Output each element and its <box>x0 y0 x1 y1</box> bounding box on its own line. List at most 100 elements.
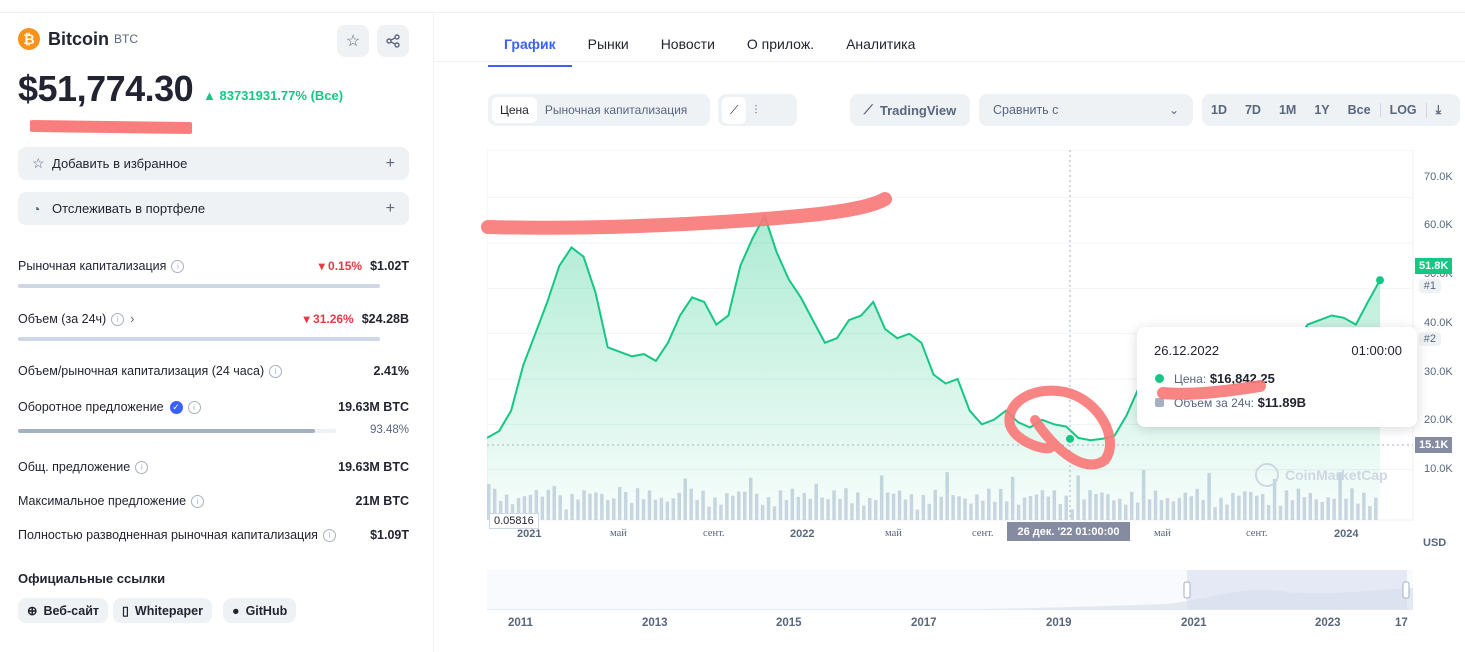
track-portfolio-button[interactable]: ◔ Отслеживать в портфеле + <box>18 192 409 225</box>
navigator-year: 2019 <box>1046 617 1072 629</box>
red-scribble-circle <box>1004 385 1115 470</box>
github-label: GitHub <box>245 603 288 618</box>
vol-mcap-label: Объем/рыночная капитализация (24 часа) <box>18 364 265 378</box>
market-cap-label: Рыночная капитализация <box>18 259 167 273</box>
tooltip-price-label: Цена: <box>1174 372 1207 386</box>
range-1m[interactable]: 1M <box>1278 103 1297 117</box>
website-link[interactable]: ⊕ Веб-сайт <box>18 598 109 623</box>
red-scribble-tooltip <box>1157 380 1266 400</box>
info-icon[interactable]: i <box>111 312 125 326</box>
total-supply-value: 19.63M BTC <box>338 460 409 474</box>
range-1d[interactable]: 1D <box>1211 103 1227 117</box>
current-price-badge: 51.8K <box>1415 258 1453 274</box>
circulating-label: Оборотное предложение <box>18 400 164 414</box>
share-button[interactable] <box>377 25 409 57</box>
navigator-right-handle[interactable] <box>1402 581 1410 599</box>
portfolio-label: Отслеживать в портфеле <box>52 201 206 216</box>
tradingview-button[interactable]: ⟋ TradingView <box>850 94 970 126</box>
total-supply-row: Общ. предложение i 19.63M BTC <box>18 460 409 474</box>
navigator-selection[interactable] <box>1187 570 1407 610</box>
max-supply-row: Максимальное предложение i 21M BTC <box>18 494 409 508</box>
range-7d[interactable]: 7D <box>1244 103 1261 117</box>
market-cap-bar <box>18 284 380 288</box>
candlestick-icon[interactable]: ⫶ <box>754 102 758 117</box>
compare-placeholder: Сравнить с <box>993 103 1059 117</box>
navigator-mini-chart <box>487 570 1413 610</box>
volume-change-value: 31.26% <box>313 312 354 326</box>
volume-change: ▾ 31.26% <box>303 312 354 326</box>
website-label: Веб-сайт <box>43 603 100 618</box>
range-all[interactable]: Все <box>1347 103 1371 117</box>
official-links-title: Официальные ссылки <box>18 571 166 586</box>
tab-about[interactable]: О прилож. <box>746 36 815 52</box>
share-icon <box>386 34 400 48</box>
price-dot-icon <box>1155 374 1164 383</box>
add-to-watchlist-button[interactable]: ☆ Добавить в избранное + <box>18 147 409 180</box>
market-cap-toggle[interactable]: Рыночная капитализация <box>544 103 688 117</box>
y-tick: 60.0K <box>1424 219 1453 231</box>
info-icon[interactable]: i <box>171 259 185 273</box>
info-icon[interactable]: i <box>187 400 201 414</box>
info-icon[interactable]: i <box>191 494 205 508</box>
navigator-left-handle[interactable] <box>1183 581 1191 599</box>
tradingview-label: TradingView <box>879 102 957 118</box>
tab-chart[interactable]: График <box>488 28 572 67</box>
chart-tooltip: 26.12.2022 01:00:00 Цена: $16,842.25 Объ… <box>1137 327 1417 427</box>
navigator-year: 17 <box>1395 617 1408 629</box>
price-change-value: 83731931.77% (Все) <box>219 88 344 103</box>
x-tick: май <box>1154 528 1171 539</box>
circulating-value: 19.63M BTC <box>338 400 409 414</box>
volume-value: $24.28B <box>361 312 409 326</box>
market-cap-rank: #1 <box>1418 279 1441 293</box>
chevron-right-icon[interactable]: › <box>130 312 135 326</box>
tooltip-date: 26.12.2022 <box>1154 343 1220 358</box>
currency-label: USD <box>1423 537 1447 549</box>
star-button[interactable]: ☆ <box>337 25 369 57</box>
x-tick: 2022 <box>790 528 815 540</box>
range-log[interactable]: LOG <box>1379 103 1426 117</box>
compare-select[interactable]: Сравнить с ⌄ <box>979 94 1193 126</box>
github-icon: ● <box>232 603 240 618</box>
navigator-year: 2023 <box>1315 617 1341 629</box>
bitcoin-logo-icon: ₿ <box>18 28 40 50</box>
coin-name: Bitcoin <box>48 28 109 49</box>
y-tick: 70.0K <box>1424 171 1453 183</box>
watermark-text: CoinMarketCap <box>1285 467 1388 483</box>
document-icon: ▯ <box>122 604 129 618</box>
price-toggle[interactable]: Цена <box>492 97 537 123</box>
whitepaper-link[interactable]: ▯ Whitepaper <box>113 598 212 623</box>
x-tick: сент. <box>703 528 725 539</box>
tab-news[interactable]: Новости <box>660 36 715 52</box>
volume-bar <box>18 337 380 341</box>
cmc-logo-icon <box>1255 463 1279 487</box>
tooltip-volume-label: Объем за 24ч: <box>1174 396 1255 410</box>
cursor-date-label: 26 дек. '22 01:00:00 <box>1007 522 1130 541</box>
coin-price: $51,774.30 <box>18 68 194 109</box>
tab-markets[interactable]: Рынки <box>587 36 629 52</box>
x-tick: 2024 <box>1334 528 1359 540</box>
market-cap-change-value: 0.15% <box>328 259 363 273</box>
max-supply-value: 21M BTC <box>355 494 409 508</box>
tooltip-volume-value: $11.89B <box>1257 395 1307 410</box>
cursor-price-badge: 15.1K <box>1415 437 1453 453</box>
circulating-percent: 93.48% <box>370 424 410 436</box>
tab-analytics[interactable]: Аналитика <box>846 36 916 52</box>
coin-header: ₿ Bitcoin BTC <box>18 28 138 50</box>
red-scribble-top <box>481 192 892 235</box>
line-chart-icon[interactable]: ⟋ <box>722 96 747 124</box>
range-navigator[interactable] <box>487 570 1413 610</box>
star-icon: ☆ <box>32 155 45 171</box>
range-1y[interactable]: 1Y <box>1314 103 1330 117</box>
info-icon[interactable]: i <box>269 364 283 378</box>
download-icon[interactable]: ⤓ <box>1425 102 1451 118</box>
navigator-year: 2017 <box>911 617 937 629</box>
info-icon[interactable]: i <box>322 528 336 542</box>
github-link[interactable]: ● GitHub <box>223 598 297 623</box>
navigator-year: 2021 <box>1181 617 1207 629</box>
plus-icon: + <box>385 154 395 172</box>
tabs-divider <box>434 61 1465 62</box>
plus-icon: + <box>385 199 395 217</box>
fdv-label: Полностью разводненная рыночная капитали… <box>18 528 318 542</box>
info-icon[interactable]: i <box>135 460 149 474</box>
circulating-bar <box>18 429 336 433</box>
